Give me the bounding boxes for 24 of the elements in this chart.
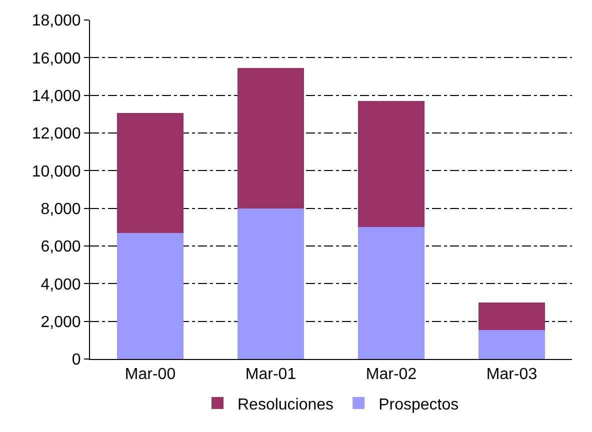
bar <box>238 68 304 208</box>
y-tick-label: 18,000 <box>32 12 81 30</box>
y-tick-label: 8,000 <box>40 200 81 218</box>
y-tick-label: 16,000 <box>32 50 81 68</box>
bar <box>117 232 184 359</box>
x-tick-label: Mar-02 <box>366 366 417 384</box>
y-tick-label: 6,000 <box>40 238 81 256</box>
bar <box>358 227 424 359</box>
y-tick-label: 4,000 <box>40 276 81 294</box>
legend-label: Resoluciones <box>238 396 334 414</box>
y-tick-label: 14,000 <box>32 88 81 105</box>
bar <box>478 302 545 330</box>
x-tick-label: Mar-00 <box>124 366 176 384</box>
bar <box>478 330 545 359</box>
y-tick-label: 0 <box>72 352 81 369</box>
bar <box>238 208 304 359</box>
legend-label: Prospectos <box>378 396 459 414</box>
y-tick-label: 2,000 <box>40 314 81 331</box>
x-tick-label: Mar-01 <box>245 366 296 384</box>
y-tick-label: 12,000 <box>32 126 81 143</box>
bar <box>117 113 184 233</box>
x-tick-label: Mar-03 <box>486 366 538 384</box>
bar <box>358 100 424 228</box>
y-tick-label: 10,000 <box>32 163 81 180</box>
